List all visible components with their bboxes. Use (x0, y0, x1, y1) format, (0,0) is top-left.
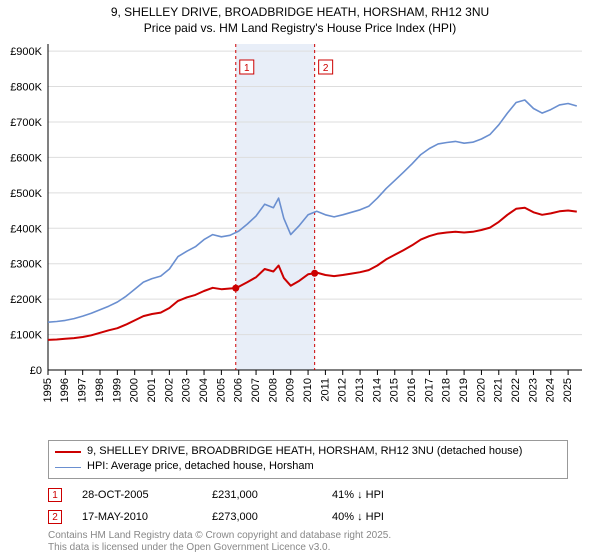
svg-text:1996: 1996 (59, 378, 71, 402)
svg-text:2023: 2023 (527, 378, 539, 402)
sale-marker-2: 2 (48, 510, 62, 524)
svg-text:2024: 2024 (545, 378, 557, 402)
svg-text:2019: 2019 (458, 378, 470, 402)
svg-text:£300K: £300K (10, 259, 42, 271)
svg-text:£800K: £800K (10, 82, 42, 94)
title-line2: Price paid vs. HM Land Registry's House … (0, 20, 600, 36)
legend-label-hpi: HPI: Average price, detached house, Hors… (87, 459, 314, 474)
svg-text:2004: 2004 (198, 378, 210, 402)
svg-text:2002: 2002 (163, 378, 175, 402)
svg-text:£400K: £400K (10, 223, 42, 235)
sale-marker-1: 1 (48, 488, 62, 502)
legend-row-property: 9, SHELLEY DRIVE, BROADBRIDGE HEATH, HOR… (55, 444, 561, 459)
sale-date-2: 17-MAY-2010 (82, 511, 212, 523)
svg-text:£600K: £600K (10, 152, 42, 164)
svg-text:£500K: £500K (10, 188, 42, 200)
footer-line2: This data is licensed under the Open Gov… (48, 542, 391, 554)
title-line1: 9, SHELLEY DRIVE, BROADBRIDGE HEATH, HOR… (0, 4, 600, 20)
sale-price-1: £231,000 (212, 489, 332, 501)
svg-text:1999: 1999 (111, 378, 123, 402)
svg-text:£100K: £100K (10, 330, 42, 342)
svg-text:2014: 2014 (371, 378, 383, 402)
svg-text:2012: 2012 (337, 378, 349, 402)
svg-text:2025: 2025 (562, 378, 574, 402)
svg-text:2022: 2022 (510, 378, 522, 402)
svg-text:2007: 2007 (250, 378, 262, 402)
svg-text:2013: 2013 (354, 378, 366, 402)
svg-text:2021: 2021 (493, 378, 505, 402)
sale-rel-1: 41% ↓ HPI (332, 489, 452, 501)
svg-text:2000: 2000 (129, 378, 141, 402)
svg-text:2008: 2008 (267, 378, 279, 402)
legend-row-hpi: HPI: Average price, detached house, Hors… (55, 459, 561, 474)
sale-price-2: £273,000 (212, 511, 332, 523)
svg-text:2001: 2001 (146, 378, 158, 402)
svg-text:2006: 2006 (233, 378, 245, 402)
svg-text:1997: 1997 (77, 378, 89, 402)
svg-text:2015: 2015 (389, 378, 401, 402)
svg-text:2018: 2018 (441, 378, 453, 402)
chart-title: 9, SHELLEY DRIVE, BROADBRIDGE HEATH, HOR… (0, 0, 600, 36)
sale-row-2: 2 17-MAY-2010 £273,000 40% ↓ HPI (48, 506, 452, 528)
legend-swatch-property (55, 451, 81, 453)
svg-text:2011: 2011 (319, 378, 331, 402)
chart-svg: £0 £100K £200K £300K £400K £500K £600K £700K £80… (0, 38, 600, 408)
svg-text:1: 1 (244, 63, 250, 74)
svg-text:2005: 2005 (215, 378, 227, 402)
sale-date-1: 28-OCT-2005 (82, 489, 212, 501)
legend-label-property: 9, SHELLEY DRIVE, BROADBRIDGE HEATH, HOR… (87, 444, 522, 459)
svg-text:2010: 2010 (302, 378, 314, 402)
svg-text:2: 2 (323, 63, 329, 74)
svg-text:£200K: £200K (10, 294, 42, 306)
legend: 9, SHELLEY DRIVE, BROADBRIDGE HEATH, HOR… (48, 440, 568, 479)
footer: Contains HM Land Registry data © Crown c… (48, 530, 391, 554)
svg-text:2003: 2003 (181, 378, 193, 402)
footer-line1: Contains HM Land Registry data © Crown c… (48, 530, 391, 542)
svg-text:1995: 1995 (42, 378, 54, 402)
price-chart: £0 £100K £200K £300K £400K £500K £600K £700K £80… (0, 38, 600, 408)
sales-table: 1 28-OCT-2005 £231,000 41% ↓ HPI 2 17-MA… (48, 484, 452, 528)
svg-text:£900K: £900K (10, 46, 42, 58)
legend-swatch-hpi (55, 467, 81, 468)
svg-text:2020: 2020 (475, 378, 487, 402)
svg-text:2009: 2009 (285, 378, 297, 402)
svg-text:2017: 2017 (423, 378, 435, 402)
sale-row-1: 1 28-OCT-2005 £231,000 41% ↓ HPI (48, 484, 452, 506)
svg-text:£0: £0 (30, 365, 42, 377)
sale-rel-2: 40% ↓ HPI (332, 511, 452, 523)
svg-text:2016: 2016 (406, 378, 418, 402)
svg-text:1998: 1998 (94, 378, 106, 402)
svg-text:£700K: £700K (10, 117, 42, 129)
